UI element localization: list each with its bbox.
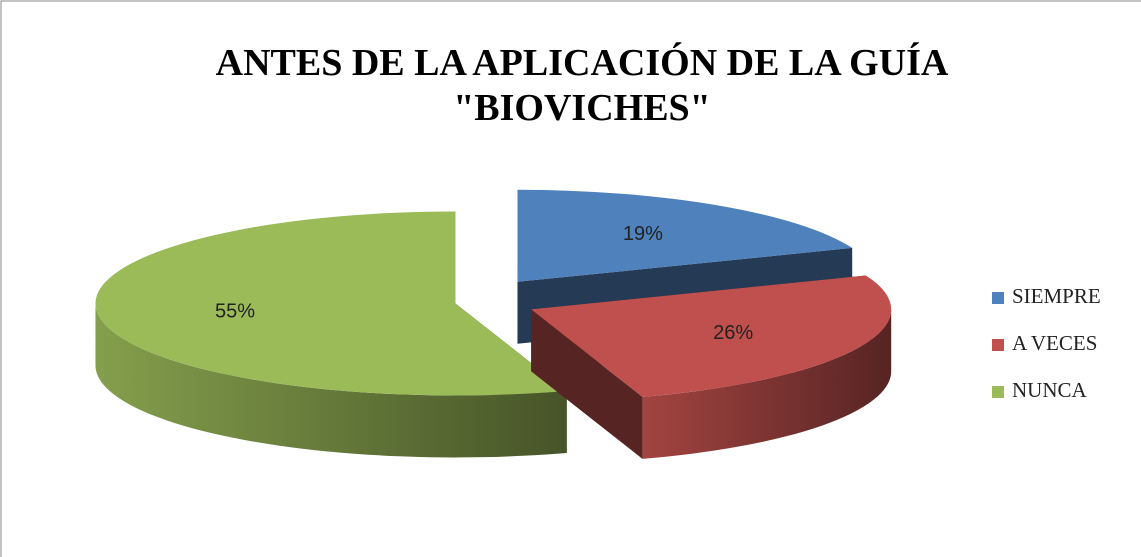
legend-swatch <box>992 292 1004 304</box>
legend-swatch <box>992 339 1004 351</box>
chart-title: ANTES DE LA APLICACIÓN DE LA GUÍA <box>216 42 949 84</box>
slice-top <box>531 275 892 397</box>
data-label: 19% <box>623 223 663 245</box>
pie-slice <box>531 275 892 459</box>
slice-top <box>95 211 567 396</box>
slice-side <box>531 309 643 459</box>
chart-title: "BIOVICHES" <box>453 87 711 129</box>
pie: 19% 55% 26% <box>95 189 892 459</box>
data-label: 55% <box>215 301 255 323</box>
legend: SIEMPRE A VECES NUNCA <box>992 284 1101 402</box>
legend-swatch <box>992 386 1004 398</box>
slice-wall <box>95 303 567 458</box>
data-label: 26% <box>713 322 753 344</box>
slice-top <box>517 189 853 282</box>
slice-wall <box>642 309 892 459</box>
legend-label: NUNCA <box>1012 378 1088 402</box>
pie-slice <box>95 211 567 458</box>
legend-label: A VECES <box>1012 331 1097 355</box>
legend-label: SIEMPRE <box>1012 284 1101 308</box>
